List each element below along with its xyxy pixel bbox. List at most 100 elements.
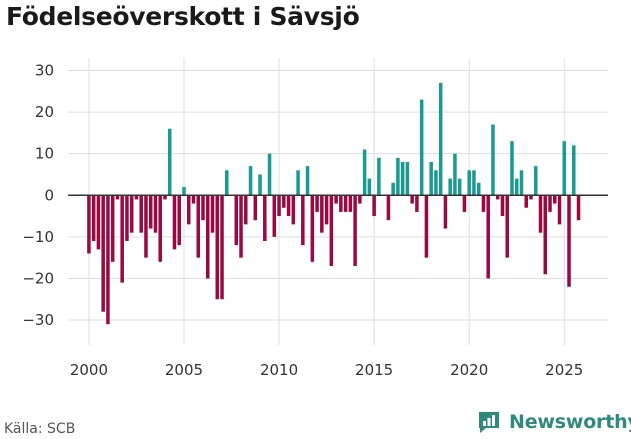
bar xyxy=(186,195,191,225)
bar xyxy=(110,195,115,262)
bar xyxy=(324,195,329,225)
y-tick-label: −20 xyxy=(22,269,54,287)
newsworthy-logo-icon xyxy=(479,412,499,433)
bar xyxy=(205,195,210,279)
bar xyxy=(533,166,538,196)
bar xyxy=(196,195,201,258)
x-tick-label: 2000 xyxy=(70,361,108,379)
bar xyxy=(467,170,471,196)
bar xyxy=(234,195,239,246)
bar xyxy=(434,170,438,196)
bar xyxy=(134,195,139,200)
bar xyxy=(272,195,277,237)
bar xyxy=(353,195,357,266)
bar xyxy=(320,195,324,233)
bar xyxy=(576,195,581,221)
bar xyxy=(329,195,334,266)
bar xyxy=(244,195,248,225)
bar xyxy=(248,166,253,196)
bar xyxy=(258,174,262,196)
chart-title: Födelseöverskott i Sävsjö xyxy=(6,2,360,31)
bar xyxy=(553,195,557,204)
bar xyxy=(429,161,433,196)
y-tick-label: 0 xyxy=(44,186,54,204)
bar xyxy=(538,195,543,233)
x-axis-ticks: 2000 2005 2010 2015 2020 2025 xyxy=(70,361,584,379)
bar xyxy=(87,195,91,254)
bar xyxy=(548,195,552,212)
bar xyxy=(448,178,452,196)
bar xyxy=(315,195,319,212)
bar xyxy=(500,195,505,217)
bar xyxy=(372,195,376,217)
bar xyxy=(220,195,224,300)
bar xyxy=(495,195,500,200)
bar xyxy=(438,82,443,196)
bar xyxy=(215,195,220,300)
bar xyxy=(91,195,96,242)
bar xyxy=(424,195,429,258)
bar xyxy=(491,124,495,196)
source-note: Källa: SCB xyxy=(4,421,76,437)
bar xyxy=(167,128,172,196)
bar xyxy=(334,195,338,204)
bar xyxy=(158,195,162,262)
bar xyxy=(391,182,395,196)
bar xyxy=(182,186,186,196)
bar xyxy=(481,195,486,212)
x-tick-label: 2020 xyxy=(450,361,488,379)
bar xyxy=(462,195,467,212)
bar xyxy=(239,195,243,258)
bar xyxy=(457,178,462,196)
y-tick-label: −30 xyxy=(22,311,54,329)
bars xyxy=(87,82,581,325)
bar xyxy=(362,149,367,196)
bar xyxy=(405,161,410,196)
bar xyxy=(557,195,562,225)
bar xyxy=(519,170,524,196)
bar xyxy=(201,195,205,221)
bar xyxy=(377,157,381,196)
bar xyxy=(486,195,490,279)
bar xyxy=(543,195,548,275)
bar xyxy=(343,195,348,212)
bar xyxy=(177,195,181,246)
bar xyxy=(163,195,167,200)
bar xyxy=(106,195,110,325)
bar xyxy=(310,195,315,262)
y-tick-label: −10 xyxy=(22,228,54,246)
bar xyxy=(172,195,177,250)
bar xyxy=(443,195,448,229)
bar xyxy=(562,141,567,196)
bar xyxy=(101,195,105,312)
bar xyxy=(277,195,281,217)
bar xyxy=(129,195,134,233)
bar xyxy=(115,195,120,200)
bar xyxy=(453,153,457,196)
bar xyxy=(567,195,571,287)
bar xyxy=(139,195,143,233)
bar xyxy=(415,195,419,212)
bar xyxy=(120,195,124,283)
bar xyxy=(210,195,215,233)
bar xyxy=(572,145,576,196)
bar xyxy=(305,166,310,196)
bar xyxy=(386,195,391,221)
bar xyxy=(191,195,196,204)
bar xyxy=(524,195,528,208)
brand-name: Newsworthy xyxy=(509,411,631,433)
x-tick-label: 2010 xyxy=(260,361,298,379)
bar xyxy=(148,195,153,229)
bar xyxy=(510,141,514,196)
bar xyxy=(153,195,158,233)
bar xyxy=(514,178,519,196)
bar xyxy=(367,178,372,196)
bar xyxy=(410,195,414,204)
bar xyxy=(253,195,258,221)
bar xyxy=(225,170,229,196)
bar xyxy=(282,195,286,208)
bar xyxy=(263,195,267,242)
bar xyxy=(144,195,148,258)
bar xyxy=(529,195,533,200)
